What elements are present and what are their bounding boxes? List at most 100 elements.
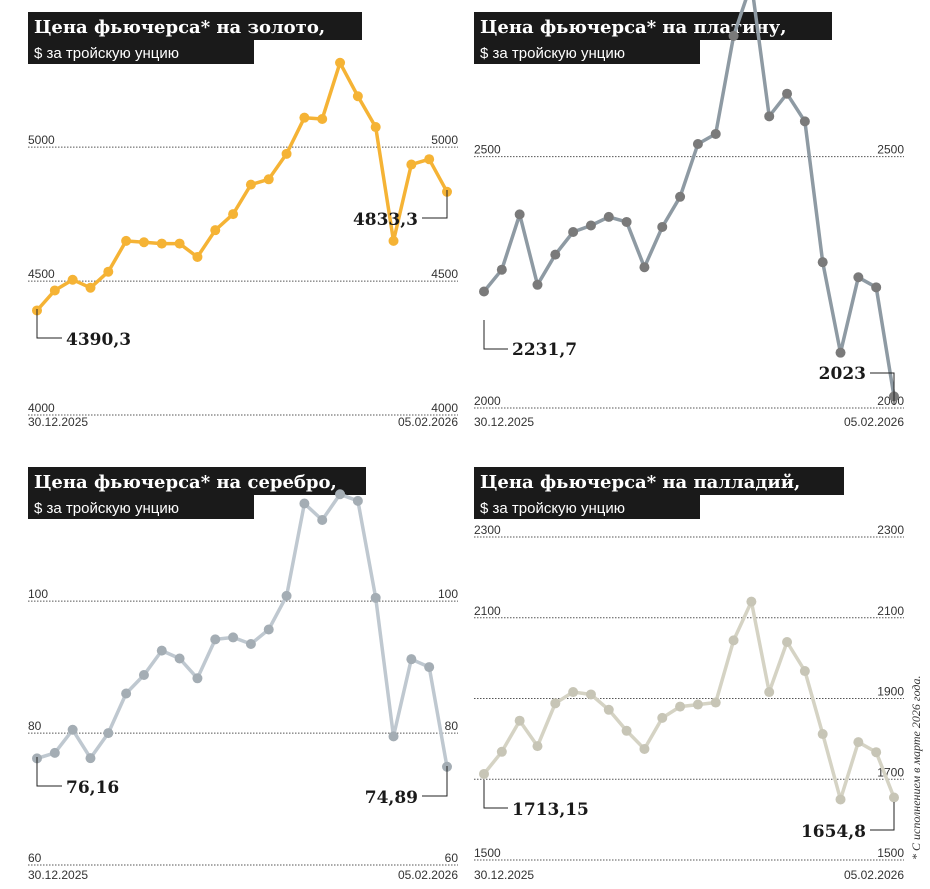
silver-gridlines [28, 600, 458, 866]
silver-data-point [138, 670, 149, 681]
palladium-data-point [817, 729, 828, 740]
silver-data-point [121, 688, 132, 699]
gold-last-value-label: 4833,3 [353, 210, 418, 230]
gold-y-tick-right-4500: 4500 [431, 267, 458, 281]
gold-y-tick-labels-right: 4000 4500 5000 [431, 133, 458, 415]
platinum-points [479, 30, 899, 402]
silver-x-end-label: 05.02.2026 [398, 868, 458, 882]
platinum-data-point [514, 209, 525, 220]
palladium-data-point [514, 715, 525, 726]
palladium-x-end-label: 05.02.2026 [844, 868, 904, 882]
silver-last-value-label: 74,89 [365, 788, 418, 808]
platinum-data-point [692, 139, 703, 149]
palladium-data-point [692, 699, 703, 710]
palladium-data-point [496, 746, 507, 757]
silver-data-point [174, 653, 185, 664]
platinum-y-tick-right-2500: 2500 [877, 143, 904, 157]
gold-subtitle-bg [28, 40, 254, 64]
platinum-first-value-label: 2231,7 [512, 340, 577, 360]
palladium-last-leader [870, 802, 895, 831]
platinum-data-point [782, 88, 793, 99]
gold-data-point [121, 235, 132, 246]
gold-y-tick-right-4000: 4000 [431, 401, 458, 415]
palladium-data-point [728, 635, 739, 646]
palladium-subtitle: $ за тройскую унцию [480, 500, 625, 517]
platinum-subtitle-bg [474, 40, 700, 64]
gold-y-tick-labels-left: 4000 4500 5000 [28, 133, 55, 415]
platinum-data-point [799, 116, 810, 127]
silver-first-value-label: 76,16 [66, 778, 119, 798]
silver-x-start-label: 30.12.2025 [28, 868, 88, 882]
palladium-data-point [889, 792, 899, 803]
platinum-data-point [479, 286, 489, 297]
gold-title: Цена фьючерса* на золото, [34, 17, 325, 38]
platinum-data-point [621, 216, 632, 227]
gold-y-tick-left-4500: 4500 [28, 267, 55, 281]
palladium-points [479, 596, 899, 805]
gold-first-leader [36, 309, 62, 339]
palladium-first-value-label: 1713,15 [512, 800, 589, 820]
silver-y-tick-right-60: 60 [445, 851, 459, 865]
palladium-y-tick-left-2300: 2300 [474, 523, 501, 537]
palladium-data-point [532, 741, 543, 752]
platinum-data-point [585, 220, 596, 231]
platinum-title: Цена фьючерса* на платину, [480, 17, 786, 38]
gold-data-point [263, 174, 274, 185]
platinum-data-point [496, 264, 507, 275]
platinum-data-point [710, 128, 721, 139]
silver-price-line [36, 492, 449, 768]
palladium-y-tick-left-1500: 1500 [474, 846, 501, 860]
platinum-x-end-label: 05.02.2026 [844, 415, 904, 429]
palladium-y-tick-right-2300: 2300 [877, 523, 904, 537]
palladium-y-tick-right-2100: 2100 [877, 604, 904, 618]
silver-data-point [67, 724, 78, 735]
palladium-data-point [835, 794, 846, 805]
palladium-y-tick-labels-left: 1500 2100 2300 [474, 523, 501, 860]
silver-y-tick-right-100: 100 [438, 587, 458, 601]
gold-x-end-label: 05.02.2026 [398, 415, 458, 429]
gold-data-point [424, 154, 435, 165]
silver-y-tick-left-60: 60 [28, 851, 42, 865]
silver-data-point [299, 498, 310, 509]
palladium-data-point [764, 687, 775, 698]
gold-data-point [49, 285, 60, 296]
platinum-last-value-label: 2023 [819, 364, 866, 384]
gold-chart: Цена фьючерса* на золото, $ за тройскую … [28, 12, 458, 429]
palladium-data-point [746, 596, 757, 607]
footnote: * С исполнением в марте 2026 года. [909, 675, 923, 860]
palladium-data-point [675, 701, 686, 712]
palladium-data-point [603, 704, 614, 715]
gold-title-bg [28, 12, 362, 40]
platinum-subtitle: $ за тройскую унцию [480, 45, 625, 62]
gold-last-leader [422, 190, 448, 219]
palladium-gridlines [474, 536, 904, 861]
silver-data-point [352, 495, 363, 506]
silver-data-point [263, 624, 274, 635]
gold-y-tick-left-4000: 4000 [28, 401, 55, 415]
silver-data-point [388, 731, 399, 742]
palladium-data-point [585, 689, 596, 700]
platinum-price-line [482, 0, 896, 397]
palladium-data-point [621, 725, 632, 736]
gold-gridlines [28, 146, 458, 416]
silver-data-point [156, 645, 167, 656]
palladium-subtitle-bg [474, 495, 700, 519]
platinum-data-point [817, 257, 828, 268]
silver-data-point [370, 592, 381, 603]
silver-data-point [281, 590, 292, 601]
silver-y-tick-labels-right: 60 80 100 [438, 587, 458, 865]
platinum-y-tick-labels-left: 2000 2500 [474, 143, 501, 408]
silver-y-tick-left-100: 100 [28, 587, 48, 601]
gold-data-point [103, 266, 114, 277]
gold-data-point [228, 209, 239, 220]
platinum-data-point [639, 262, 650, 273]
silver-y-tick-left-80: 80 [28, 719, 42, 733]
platinum-data-point [728, 30, 739, 41]
gold-subtitle: $ за тройскую унцию [34, 45, 179, 62]
silver-data-point [103, 728, 114, 739]
gold-data-point [281, 148, 292, 159]
platinum-data-point [835, 347, 846, 358]
platinum-data-point [675, 191, 686, 202]
